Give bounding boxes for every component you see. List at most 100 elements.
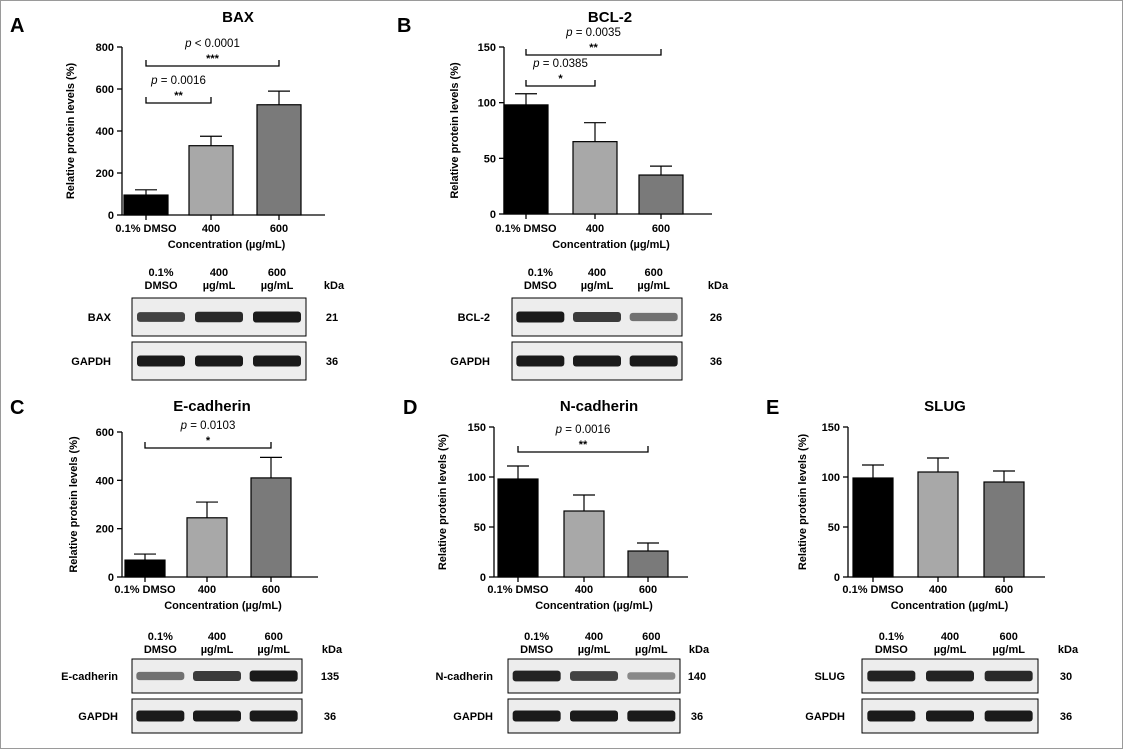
- blot-lane-header: 400: [210, 267, 228, 279]
- blot-band: [570, 710, 618, 722]
- blot-kda-unit: kDa: [324, 280, 345, 292]
- chart-title: SLUG: [924, 398, 966, 415]
- x-tick-label: 600: [652, 223, 670, 235]
- p-value-text: = 0.0035: [573, 27, 621, 39]
- panel-letter: D: [403, 397, 417, 419]
- blot-band: [137, 312, 185, 322]
- blot-band: [136, 710, 185, 722]
- panel-letter: C: [10, 397, 24, 419]
- blot-lane-header: µg/mL: [261, 280, 294, 292]
- significance-stars: **: [589, 42, 598, 54]
- blot-lane-header: 400: [208, 631, 226, 643]
- blot-lane-header: µg/mL: [201, 644, 234, 656]
- blot-band: [627, 710, 676, 722]
- blot-band: [627, 672, 676, 680]
- x-axis-label: Concentration (µg/mL): [552, 239, 670, 251]
- bar-2: [256, 104, 302, 216]
- blot-kda-unit: kDa: [689, 644, 710, 656]
- y-tick-label: 400: [96, 475, 114, 487]
- y-tick-label: 0: [834, 572, 840, 584]
- blot-kda-value: 36: [710, 356, 722, 368]
- blot-lane-header: µg/mL: [992, 644, 1025, 656]
- blot-band: [573, 355, 621, 367]
- blot-lane-header: 0.1%: [524, 631, 549, 643]
- panels: A BAX 0 200 400 600 800 Relative protein levels…: [10, 9, 1079, 734]
- x-tick-label: 400: [202, 223, 220, 235]
- y-tick-label: 100: [468, 472, 486, 484]
- y-tick-label: 50: [474, 522, 486, 534]
- blot-band: [573, 312, 621, 322]
- blot-row-label: GAPDH: [805, 711, 845, 723]
- blot-lane-header: 600: [268, 267, 286, 279]
- x-tick-label: 400: [586, 223, 604, 235]
- bar-0: [123, 194, 169, 216]
- y-tick-label: 150: [478, 42, 496, 54]
- blot-band: [136, 671, 185, 681]
- bar-1: [563, 510, 605, 578]
- blot-row-label: SLUG: [814, 671, 845, 683]
- y-axis-label: Relative protein levels (%): [449, 62, 461, 199]
- significance-bracket: [517, 446, 649, 453]
- chart-title: BAX: [222, 9, 254, 26]
- bar-1: [917, 471, 959, 578]
- y-tick-label: 600: [96, 427, 114, 439]
- y-tick-label: 0: [108, 210, 114, 222]
- significance-stars: **: [174, 90, 183, 102]
- blot-row-label: GAPDH: [78, 711, 118, 723]
- x-tick-label: 400: [575, 584, 593, 596]
- blot-kda-value: 36: [1060, 711, 1072, 723]
- y-tick-label: 0: [490, 209, 496, 221]
- p-symbol: p: [555, 424, 563, 436]
- p-symbol: p: [184, 38, 192, 50]
- blot-band: [629, 355, 678, 367]
- significance-bracket: [525, 49, 662, 56]
- blot-lane-header: 400: [585, 631, 603, 643]
- y-tick-label: 150: [822, 422, 840, 434]
- blot-row-label: BAX: [88, 312, 112, 324]
- blot-band: [867, 670, 916, 682]
- significance-stars: *: [558, 73, 563, 85]
- panel-E: E SLUG 0 50 100 150 Relative protein levels (%…: [766, 397, 1079, 734]
- blot-band: [926, 670, 974, 682]
- blot-lane-header: 400: [941, 631, 959, 643]
- y-tick-label: 100: [478, 98, 496, 110]
- p-value: p < 0.0001: [184, 38, 240, 50]
- significance-stars: *: [206, 435, 211, 447]
- blot-band: [195, 311, 243, 323]
- p-symbol: p: [180, 420, 188, 432]
- blot-lane-header: DMSO: [144, 644, 177, 656]
- blot-lane-header: 0.1%: [879, 631, 904, 643]
- blot-lane-header: µg/mL: [578, 644, 611, 656]
- blot-kda-unit: kDa: [708, 280, 729, 292]
- blot-lane-header: DMSO: [524, 280, 557, 292]
- x-axis-label: Concentration (µg/mL): [164, 600, 282, 612]
- blot-kda-value: 21: [326, 312, 338, 324]
- bar-2: [983, 481, 1025, 578]
- y-tick-label: 50: [484, 153, 496, 165]
- y-tick-label: 600: [96, 84, 114, 96]
- p-value: p = 0.0035: [565, 27, 621, 39]
- bar-0: [852, 477, 894, 578]
- blot-row-label: N-cadherin: [436, 671, 494, 683]
- blot-lane-header: 600: [999, 631, 1017, 643]
- y-tick-label: 50: [828, 522, 840, 534]
- bar-1: [188, 145, 234, 216]
- x-tick-label: 400: [198, 584, 216, 596]
- blot-lane-header: 0.1%: [148, 631, 173, 643]
- chart-title: BCL-2: [588, 9, 632, 26]
- panel-letter: E: [766, 397, 779, 419]
- x-axis-label: Concentration (µg/mL): [535, 600, 653, 612]
- x-axis-label: Concentration (µg/mL): [891, 600, 1009, 612]
- blot-row-label: GAPDH: [71, 356, 111, 368]
- bar-1: [572, 141, 618, 215]
- blot-row-label: BCL-2: [458, 312, 490, 324]
- x-tick-label: 600: [639, 584, 657, 596]
- x-tick-label: 0.1% DMSO: [495, 223, 557, 235]
- blot-lane-header: µg/mL: [637, 280, 670, 292]
- y-axis-label: Relative protein levels (%): [797, 434, 809, 571]
- blot-band: [516, 355, 565, 367]
- bar-0: [503, 104, 549, 215]
- blot-row-label: E-cadherin: [61, 671, 118, 683]
- blot-lane-header: 400: [588, 267, 606, 279]
